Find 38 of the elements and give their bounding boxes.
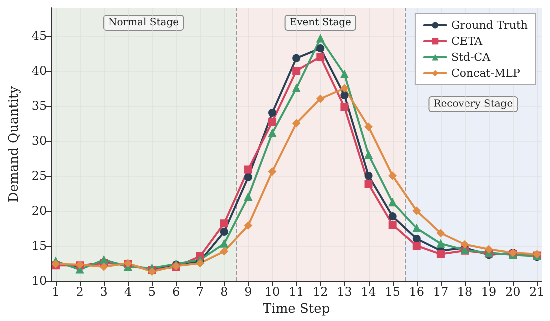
band-label: Recovery Stage xyxy=(434,99,514,110)
legend-label: Std-CA xyxy=(451,51,492,64)
x-tick-label: 16 xyxy=(409,285,425,299)
x-tick-label: 2 xyxy=(76,285,84,299)
x-tick-label: 21 xyxy=(530,285,545,299)
x-tick-label: 11 xyxy=(288,285,304,299)
x-tick-label: 10 xyxy=(264,285,280,299)
y-tick-label: 45 xyxy=(32,29,48,43)
legend-label: CETA xyxy=(451,35,484,48)
x-axis-title: Time Step xyxy=(263,302,330,317)
x-tick-label: 18 xyxy=(457,285,473,299)
x-tick-label: 5 xyxy=(148,285,156,299)
x-tick-label: 4 xyxy=(124,285,132,299)
y-tick-label: 10 xyxy=(32,274,48,288)
x-tick-label: 14 xyxy=(361,285,377,299)
y-tick-label: 35 xyxy=(32,99,48,113)
y-tick-label: 20 xyxy=(32,204,48,218)
x-tick-label: 8 xyxy=(220,285,228,299)
legend-label: Concat-MLP xyxy=(451,67,521,80)
x-tick-label: 1 xyxy=(52,285,60,299)
x-tick-label: 9 xyxy=(244,285,252,299)
y-axis-title: Demand Quantity xyxy=(7,86,22,203)
legend-label: Ground Truth xyxy=(451,19,528,32)
x-tick-label: 20 xyxy=(505,285,521,299)
x-tick-label: 3 xyxy=(100,285,108,299)
x-tick-label: 7 xyxy=(196,285,204,299)
x-tick-label: 15 xyxy=(385,285,400,299)
x-tick-label: 12 xyxy=(313,285,328,299)
x-tick-label: 6 xyxy=(172,285,180,299)
x-tick-label: 17 xyxy=(433,285,449,299)
x-tick-label: 13 xyxy=(337,285,352,299)
y-tick-label: 25 xyxy=(32,169,48,183)
y-tick-label: 40 xyxy=(32,64,48,78)
y-tick-label: 30 xyxy=(32,134,48,148)
x-tick-label: 19 xyxy=(481,285,497,299)
band-label: Normal Stage xyxy=(108,18,180,28)
band-label: Event Stage xyxy=(290,18,352,28)
y-tick-label: 15 xyxy=(32,239,48,253)
